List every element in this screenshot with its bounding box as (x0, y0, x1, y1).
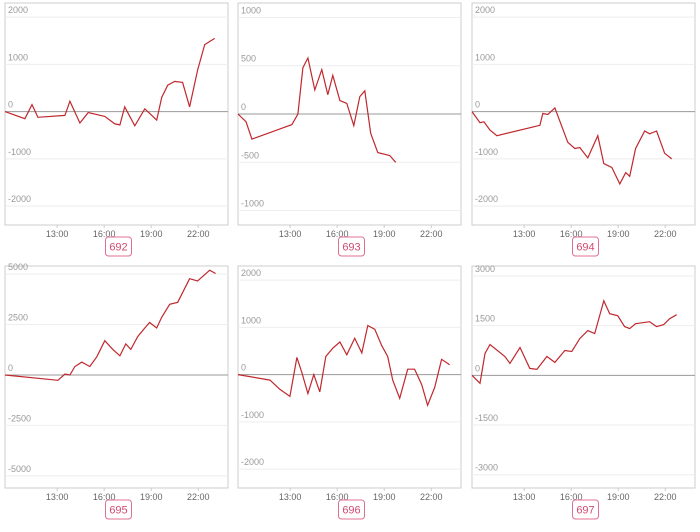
plot-frame (4, 265, 229, 489)
y-tick-label: 0 (475, 100, 480, 110)
x-tick-label: 22:00 (420, 492, 443, 502)
y-tick-label: 5000 (8, 262, 28, 272)
y-tick-label: 0 (241, 363, 246, 373)
chart-label-button (105, 236, 132, 257)
plot-frame (4, 2, 229, 226)
x-tick-label: 19:00 (373, 229, 396, 239)
y-tick-label: 0 (8, 100, 13, 110)
data-line (237, 56, 397, 163)
y-tick-label: 1000 (475, 52, 495, 62)
y-tick-label: 1000 (241, 5, 261, 15)
y-tick-label: -1000 (241, 410, 264, 420)
data-line (471, 106, 673, 186)
y-tick-label: 1500 (475, 314, 495, 324)
y-tick-label: 0 (475, 363, 480, 373)
x-tick-label: 16:00 (93, 492, 116, 502)
x-tick-label: 19:00 (607, 492, 630, 502)
x-tick-label: 13:00 (46, 492, 69, 502)
x-tick-label: 16:00 (560, 229, 583, 239)
plot-frame (471, 265, 696, 489)
chart-label-button (572, 499, 599, 520)
y-tick-label: -2000 (241, 457, 264, 467)
chart-label-button (338, 499, 365, 520)
chart-label: 697 (576, 505, 594, 517)
x-tick-label: 16:00 (560, 492, 583, 502)
x-tick-label: 22:00 (654, 492, 677, 502)
x-tick-label: 19:00 (373, 492, 396, 502)
x-tick-label: 13:00 (46, 229, 69, 239)
x-tick-label: 16:00 (93, 229, 116, 239)
y-tick-label: -1500 (475, 413, 498, 423)
data-line (4, 37, 216, 128)
y-tick-label: 2000 (241, 268, 261, 278)
x-tick-label: 16:00 (326, 229, 349, 239)
y-tick-label: 2000 (475, 5, 495, 15)
x-tick-label: 13:00 (513, 229, 536, 239)
chart-label: 693 (342, 242, 360, 254)
chart-label-button (338, 236, 365, 257)
chart-label-button (105, 499, 132, 520)
x-tick-label: 22:00 (187, 492, 210, 502)
y-tick-label: -5000 (8, 464, 31, 474)
y-tick-label: -3000 (475, 463, 498, 473)
y-tick-label: 3000 (475, 264, 495, 274)
y-tick-label: 2500 (8, 313, 28, 323)
y-tick-label: -500 (241, 150, 259, 160)
chart-label: 694 (576, 242, 594, 254)
plot-frame (471, 2, 696, 226)
y-tick-label: -1000 (475, 147, 498, 157)
chart-label: 692 (109, 242, 127, 254)
x-tick-label: 13:00 (513, 492, 536, 502)
y-tick-label: 1000 (8, 52, 28, 62)
y-tick-label: 2000 (8, 5, 28, 15)
y-tick-label: -2000 (8, 194, 31, 204)
x-tick-label: 13:00 (279, 229, 302, 239)
chart-label: 696 (342, 505, 360, 517)
data-line (471, 299, 677, 385)
x-tick-label: 22:00 (654, 229, 677, 239)
y-tick-label: 0 (241, 102, 246, 112)
y-tick-label: -2000 (475, 194, 498, 204)
x-tick-label: 22:00 (187, 229, 210, 239)
x-tick-label: 13:00 (279, 492, 302, 502)
data-line (4, 269, 216, 381)
x-tick-label: 22:00 (420, 229, 443, 239)
y-tick-label: 500 (241, 54, 256, 64)
y-tick-label: -2500 (8, 413, 31, 423)
x-tick-label: 19:00 (140, 229, 163, 239)
y-tick-label: 0 (8, 363, 13, 373)
x-tick-label: 16:00 (326, 492, 349, 502)
y-tick-label: 1000 (241, 315, 261, 325)
y-tick-label: -1000 (241, 199, 264, 209)
chart-label: 695 (109, 505, 127, 517)
data-line (237, 324, 450, 408)
plot-frame (237, 265, 462, 489)
x-tick-label: 19:00 (140, 492, 163, 502)
x-tick-label: 19:00 (607, 229, 630, 239)
y-tick-label: -1000 (8, 147, 31, 157)
chart-label-button (572, 236, 599, 257)
